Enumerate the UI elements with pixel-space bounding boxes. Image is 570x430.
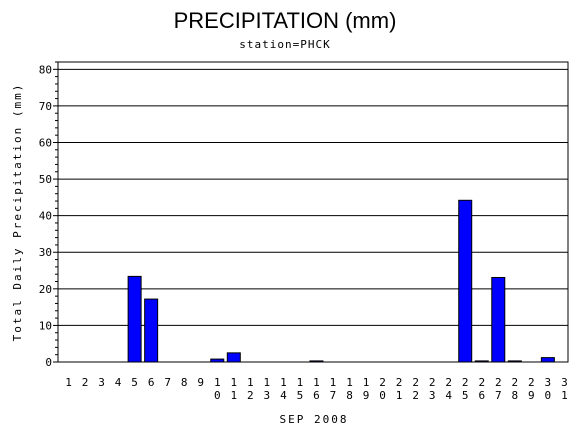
y-tick-label: 0 [45,356,52,369]
y-tick-label: 30 [39,246,52,259]
grid-layer [58,68,568,326]
y-tick-label: 50 [39,173,52,186]
chart-subtitle: station=PHCK [239,38,330,51]
bar-day-27 [491,276,506,363]
x-tick-label: 6 [148,376,155,389]
x-tick-label: 9 [197,376,204,389]
plot-frame [57,61,569,363]
bar-layer [127,199,555,363]
bar-day-25 [458,199,473,363]
y-tick-label: 40 [39,210,52,223]
x-tick-label: 1 [65,376,72,389]
x-tick-label: 7 [164,376,171,389]
bar-day-6 [144,298,159,363]
x-tick-label: 5 [131,376,138,389]
y-tick-label: 10 [39,319,52,332]
y-tick-label: 70 [39,100,52,113]
bar-day-30 [540,357,555,363]
y-axis-label: Total Daily Precipitation (mm) [11,83,24,342]
x-axis-label: SEP 2008 [280,413,349,426]
chart-title: PRECIPITATION (mm) [174,8,397,33]
bar-day-5 [127,275,142,363]
x-tick-label: 3 [98,376,105,389]
y-tick-label: 60 [39,136,52,149]
y-tick-label: 80 [39,63,52,76]
x-tick-label: 2 [82,376,89,389]
bar-day-11 [226,352,241,363]
x-tick-label: 8 [181,376,188,389]
x-tick-label: 4 [115,376,122,389]
y-tick-label: 20 [39,283,52,296]
